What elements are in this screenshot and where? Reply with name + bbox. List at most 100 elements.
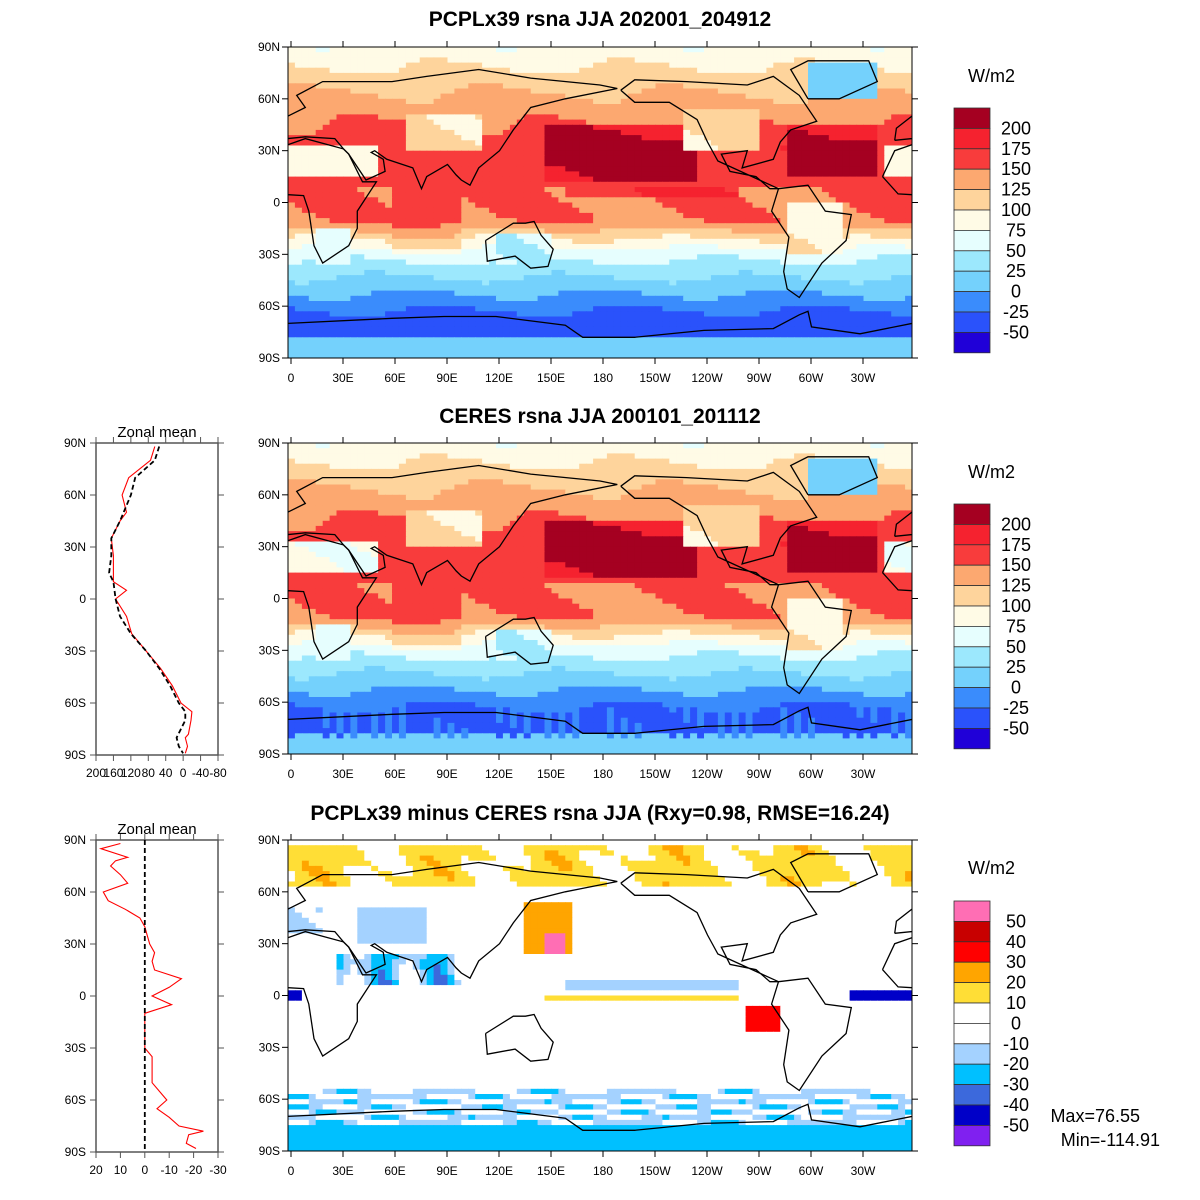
field-cell xyxy=(704,301,712,307)
field-cell xyxy=(572,140,580,147)
field-cell xyxy=(717,145,726,152)
field-cell xyxy=(572,119,580,126)
field-cell xyxy=(530,161,539,167)
field-cell xyxy=(308,290,317,297)
field-cell xyxy=(794,259,802,266)
field-cell xyxy=(690,119,698,126)
field-cell xyxy=(697,93,705,100)
field-cell xyxy=(655,228,663,235)
field-cell xyxy=(336,52,344,58)
field-cell xyxy=(669,197,677,204)
field-cell xyxy=(634,155,643,162)
field-cell xyxy=(808,285,816,292)
field-cell xyxy=(828,67,837,74)
field-cell xyxy=(717,233,726,240)
field-cell xyxy=(392,218,400,224)
field-cell xyxy=(301,326,310,333)
field-cell xyxy=(516,218,525,224)
field-cell xyxy=(801,311,809,318)
field-cell xyxy=(288,321,296,328)
field-cell xyxy=(558,218,566,224)
field-cell xyxy=(697,140,705,147)
field-cell xyxy=(364,326,372,333)
field-cell xyxy=(593,176,601,183)
field-cell xyxy=(308,275,317,281)
field-cell xyxy=(717,187,726,193)
field-cell xyxy=(808,181,816,188)
field-cell xyxy=(801,207,809,214)
field-cell xyxy=(752,114,760,121)
field-cell xyxy=(530,295,539,302)
field-cell xyxy=(627,264,636,271)
field-cell xyxy=(884,238,892,245)
field-cell xyxy=(329,98,338,105)
field-cell xyxy=(433,202,442,209)
field-cell xyxy=(378,202,386,209)
field-cell xyxy=(482,52,490,58)
field-cell xyxy=(690,285,698,292)
field-cell xyxy=(669,104,677,110)
field-cell xyxy=(294,254,303,261)
field-cell xyxy=(454,238,462,245)
field-cell xyxy=(385,62,393,69)
field-cell xyxy=(856,295,864,302)
field-cell xyxy=(544,275,552,281)
field-cell xyxy=(329,244,338,250)
field-cell xyxy=(419,166,428,172)
field-cell xyxy=(475,295,483,302)
field-cell xyxy=(828,295,837,302)
field-cell xyxy=(773,150,781,157)
field-cell xyxy=(842,207,851,214)
field-cell xyxy=(752,171,760,178)
field-cell xyxy=(884,98,892,105)
field-cell xyxy=(523,197,532,204)
field-cell xyxy=(801,264,809,271)
field-cell xyxy=(405,93,414,100)
field-cell xyxy=(502,119,511,126)
field-cell xyxy=(704,311,712,318)
field-cell xyxy=(856,223,864,229)
field-cell xyxy=(898,124,906,131)
field-cell xyxy=(905,249,912,255)
field-cell xyxy=(794,275,802,281)
field-cell xyxy=(613,254,622,261)
field-cell xyxy=(870,326,878,333)
field-cell xyxy=(530,223,539,229)
field-cell xyxy=(600,212,608,219)
field-cell xyxy=(738,249,747,255)
field-cell xyxy=(704,202,712,209)
field-cell xyxy=(378,47,386,53)
field-cell xyxy=(433,88,442,95)
field-cell xyxy=(357,104,365,110)
field-cell xyxy=(565,280,573,287)
field-cell xyxy=(489,321,497,328)
field-cell xyxy=(738,67,747,74)
field-cell xyxy=(412,181,421,188)
field-cell xyxy=(496,67,504,74)
field-cell xyxy=(482,88,490,95)
field-cell xyxy=(579,114,587,121)
field-cell xyxy=(905,114,912,121)
field-cell xyxy=(440,109,448,115)
field-cell xyxy=(336,311,344,318)
field-cell xyxy=(752,93,760,100)
field-cell xyxy=(710,295,719,302)
field-cell xyxy=(704,171,712,178)
field-cell xyxy=(572,88,580,95)
field-cell xyxy=(357,52,365,58)
field-cell xyxy=(697,275,705,281)
field-cell xyxy=(814,62,823,69)
field-cell xyxy=(537,98,546,105)
field-cell xyxy=(516,150,525,157)
field-cell xyxy=(690,290,698,297)
field-cell xyxy=(849,192,858,198)
field-cell xyxy=(842,166,851,172)
field-cell xyxy=(759,176,767,183)
field-cell xyxy=(475,47,483,53)
field-cell xyxy=(475,275,483,281)
field-cell xyxy=(551,140,559,147)
field-cell xyxy=(752,218,760,224)
field-cell xyxy=(794,197,802,204)
field-cell xyxy=(898,57,906,64)
field-cell xyxy=(475,207,483,214)
